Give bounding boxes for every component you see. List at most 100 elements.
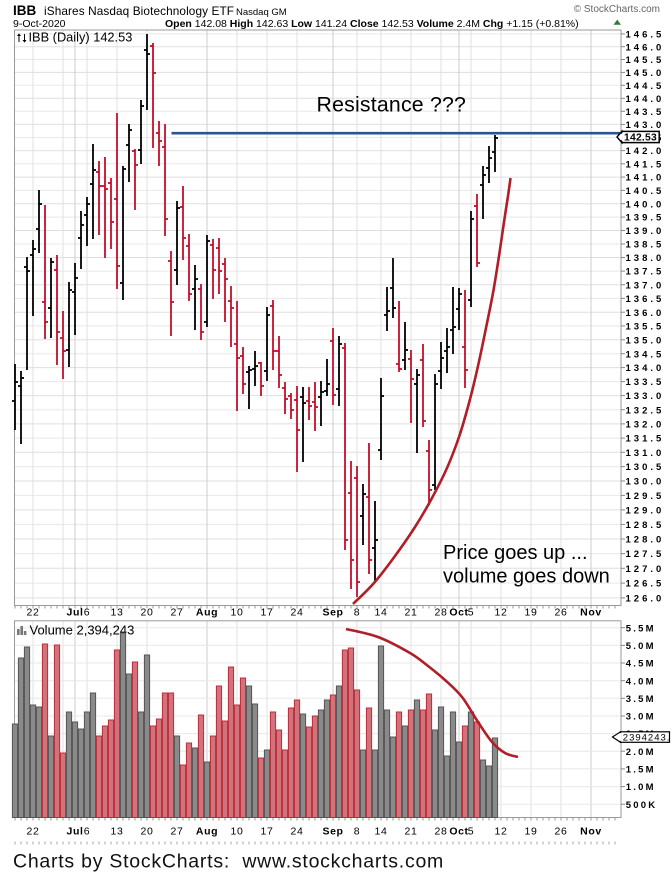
svg-text:145.0: 145.0 (626, 68, 665, 79)
svg-text:128.5: 128.5 (626, 520, 665, 531)
svg-text:127.5: 127.5 (626, 549, 665, 560)
svg-text:13: 13 (111, 826, 124, 838)
svg-text:141.0: 141.0 (626, 173, 665, 184)
svg-text:Aug: Aug (196, 826, 218, 838)
svg-text:133.5: 133.5 (626, 377, 665, 388)
svg-text:138.0: 138.0 (626, 253, 665, 264)
svg-text:Charts by StockCharts: www.st: Charts by StockCharts: www.stockcharts.c… (13, 851, 444, 873)
svg-text:143.0: 143.0 (626, 120, 665, 131)
svg-text:144.0: 144.0 (626, 94, 665, 105)
svg-text:138.5: 138.5 (626, 240, 665, 251)
svg-text:26: 26 (555, 826, 568, 838)
svg-text:10: 10 (231, 607, 244, 619)
svg-text:142.0: 142.0 (626, 146, 665, 157)
svg-text:3.5M: 3.5M (626, 694, 656, 705)
svg-text:129.0: 129.0 (626, 506, 665, 517)
svg-text:3.0M: 3.0M (626, 712, 656, 723)
svg-text:volume goes down: volume goes down (443, 566, 610, 588)
svg-text:19: 19 (525, 826, 538, 838)
svg-text:27: 27 (171, 607, 184, 619)
svg-text:1.5M: 1.5M (626, 765, 656, 776)
svg-text:Resistance ???: Resistance ??? (317, 92, 467, 116)
svg-text:21: 21 (405, 826, 418, 838)
svg-text:5.0M: 5.0M (626, 641, 656, 652)
svg-text:145.5: 145.5 (626, 55, 665, 66)
svg-text:140.0: 140.0 (626, 199, 665, 210)
svg-text:1.0M: 1.0M (626, 782, 656, 793)
svg-text:136.0: 136.0 (626, 308, 665, 319)
svg-text:12: 12 (495, 826, 508, 838)
svg-text:4.5M: 4.5M (626, 659, 656, 670)
svg-text:131.0: 131.0 (626, 448, 665, 459)
svg-text:137.0: 137.0 (626, 280, 665, 291)
svg-text:iShares Nasdaq Biotechnology E: iShares Nasdaq Biotechnology ETF (44, 4, 234, 18)
svg-text:17: 17 (261, 826, 274, 838)
svg-text:132.0: 132.0 (626, 420, 665, 431)
svg-text:126.5: 126.5 (626, 579, 665, 590)
svg-text:28: 28 (435, 826, 448, 838)
svg-text:Jul: Jul (67, 607, 84, 619)
svg-text:Sep: Sep (322, 607, 343, 619)
svg-text:5: 5 (468, 607, 474, 619)
svg-text:9-Oct-2020: 9-Oct-2020 (13, 18, 66, 30)
svg-text:24: 24 (291, 826, 304, 838)
svg-text:4.0M: 4.0M (626, 676, 656, 687)
svg-text:14: 14 (375, 607, 388, 619)
svg-text:146.5: 146.5 (626, 30, 665, 41)
svg-text:20: 20 (141, 826, 154, 838)
svg-text:141.5: 141.5 (626, 159, 665, 170)
svg-text:Jul: Jul (67, 826, 84, 838)
svg-text:Nov: Nov (580, 607, 602, 619)
svg-text:500K: 500K (626, 800, 658, 811)
svg-text:6: 6 (84, 607, 90, 619)
svg-text:IBB (Daily) 142.53: IBB (Daily) 142.53 (29, 30, 133, 45)
svg-text:135.5: 135.5 (626, 322, 665, 333)
svg-text:© StockCharts.com: © StockCharts.com (574, 4, 660, 15)
svg-text:5: 5 (468, 826, 474, 838)
svg-text:128.0: 128.0 (626, 535, 665, 546)
svg-text:136.5: 136.5 (626, 294, 665, 305)
svg-text:130.5: 130.5 (626, 462, 665, 473)
svg-text:129.5: 129.5 (626, 491, 665, 502)
svg-text:131.5: 131.5 (626, 434, 665, 445)
svg-text:127.0: 127.0 (626, 564, 665, 575)
svg-text:19: 19 (525, 607, 538, 619)
svg-text:135.0: 135.0 (626, 335, 665, 346)
svg-text:24: 24 (291, 607, 304, 619)
svg-text:137.5: 137.5 (626, 267, 665, 278)
svg-text:26: 26 (555, 607, 568, 619)
svg-text:134.5: 134.5 (626, 349, 665, 360)
svg-text:14: 14 (375, 826, 388, 838)
svg-text:132.5: 132.5 (626, 405, 665, 416)
svg-text:133.0: 133.0 (626, 391, 665, 402)
svg-text:27: 27 (171, 826, 184, 838)
svg-text:126.0: 126.0 (626, 594, 665, 605)
svg-text:17: 17 (261, 607, 274, 619)
svg-text:Oct: Oct (449, 607, 468, 619)
svg-text:Sep: Sep (322, 826, 343, 838)
svg-text:Oct: Oct (449, 826, 468, 838)
svg-text:2394243.: 2394243. (623, 733, 671, 744)
svg-text:146.0: 146.0 (626, 42, 665, 53)
svg-text:13: 13 (111, 607, 124, 619)
svg-text:143.5: 143.5 (626, 107, 665, 118)
svg-text:134.0: 134.0 (626, 363, 665, 374)
svg-text:10: 10 (231, 826, 244, 838)
svg-text:5.5M: 5.5M (626, 623, 656, 634)
svg-text:IBB: IBB (13, 3, 37, 18)
svg-text:28: 28 (435, 607, 448, 619)
svg-text:6: 6 (84, 826, 90, 838)
svg-text:12: 12 (495, 607, 508, 619)
svg-text:Aug: Aug (196, 607, 218, 619)
svg-text:8: 8 (354, 607, 360, 619)
svg-text:144.5: 144.5 (626, 81, 665, 92)
svg-text:Open 142.08 High 142.63 Low 14: Open 142.08 High 142.63 Low 141.24 Close… (165, 18, 579, 30)
svg-text:Nasdaq GM: Nasdaq GM (236, 7, 287, 18)
svg-text:22: 22 (27, 826, 40, 838)
svg-text:Nov: Nov (580, 826, 602, 838)
svg-text:140.5: 140.5 (626, 186, 665, 197)
svg-text:21: 21 (405, 607, 418, 619)
svg-text:22: 22 (27, 607, 40, 619)
svg-text:8: 8 (354, 826, 360, 838)
svg-text:142.53: 142.53 (624, 133, 657, 144)
